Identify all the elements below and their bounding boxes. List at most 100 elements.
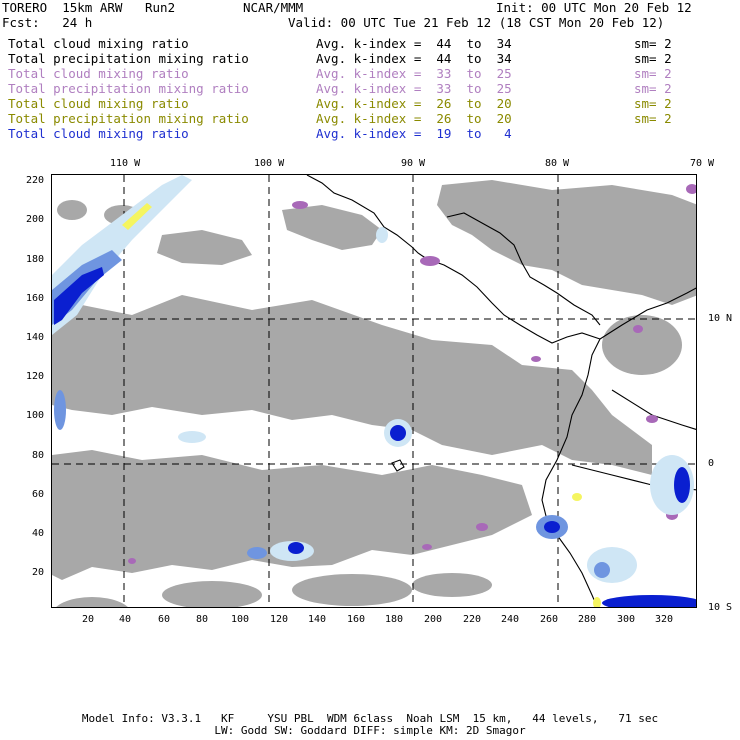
legend-smoothing: sm= 2 bbox=[634, 96, 672, 111]
x-tick-label: 20 bbox=[82, 614, 95, 625]
blue-precip bbox=[52, 175, 696, 607]
precip-band bbox=[54, 267, 104, 325]
lon-label: 80 W bbox=[545, 158, 570, 169]
lon-label: 100 W bbox=[254, 158, 285, 169]
precip-cell bbox=[572, 493, 582, 501]
legend-field: Total cloud mixing ratio bbox=[8, 36, 189, 51]
legend-row: Total precipitation mixing ratio Avg. k-… bbox=[0, 52, 740, 66]
south-america-coast bbox=[541, 338, 601, 607]
cloud-area bbox=[157, 230, 252, 265]
valid-time: Valid: 00 UTC Tue 21 Feb 12 (18 CST Mon … bbox=[288, 15, 665, 30]
x-tick-label: 260 bbox=[540, 614, 559, 625]
precip-cell bbox=[178, 431, 206, 443]
x-tick-label: 200 bbox=[424, 614, 443, 625]
galapagos-coast bbox=[391, 459, 405, 472]
precip-cell bbox=[422, 544, 432, 550]
precip-band bbox=[122, 203, 152, 230]
x-tick-label: 320 bbox=[655, 614, 674, 625]
precip-cell bbox=[593, 597, 601, 607]
precip-cell bbox=[633, 325, 643, 333]
lon-label: 70 W bbox=[690, 158, 715, 169]
legend-row: Total cloud mixing ratio Avg. k-index = … bbox=[0, 97, 740, 111]
y-tick-label: 20 bbox=[32, 567, 45, 578]
y-tick-label: 220 bbox=[26, 175, 45, 186]
x-tick-label: 80 bbox=[196, 614, 209, 625]
legend-row: Total precipitation mixing ratio Avg. k-… bbox=[0, 112, 740, 126]
legend-field: Total cloud mixing ratio bbox=[8, 96, 189, 111]
precip-cell bbox=[531, 356, 541, 362]
y-tick-label: 40 bbox=[32, 528, 45, 539]
precip-band bbox=[52, 175, 192, 335]
x-tick-label: 280 bbox=[578, 614, 597, 625]
y-tick-label: 100 bbox=[26, 410, 45, 421]
andes-border bbox=[611, 389, 696, 430]
legend-row: Total cloud mixing ratio Avg. k-index = … bbox=[0, 37, 740, 51]
legend-kindex: Avg. k-index = 44 to 34 bbox=[316, 51, 512, 66]
cloud-area bbox=[52, 450, 532, 580]
precip-cell bbox=[292, 201, 308, 209]
legend-kindex: Avg. k-index = 44 to 34 bbox=[316, 36, 512, 51]
cloud-area bbox=[292, 574, 412, 606]
cloud-fields-gray bbox=[52, 180, 696, 607]
x-tick-label: 300 bbox=[617, 614, 636, 625]
cloud-area bbox=[522, 405, 582, 445]
precip-cell bbox=[288, 542, 304, 554]
mexico-coast bbox=[306, 175, 428, 260]
y-tick-label: 80 bbox=[32, 450, 45, 461]
x-tick-label: 160 bbox=[347, 614, 366, 625]
precip-cell bbox=[420, 256, 440, 266]
legend-kindex: Avg. k-index = 33 to 25 bbox=[316, 66, 512, 81]
legend-smoothing: sm= 2 bbox=[634, 111, 672, 126]
precip-cell bbox=[686, 184, 696, 194]
legend-kindex: Avg. k-index = 19 to 4 bbox=[316, 126, 512, 141]
y-tick-label: 200 bbox=[26, 214, 45, 225]
legend-field: Total precipitation mixing ratio bbox=[8, 51, 249, 66]
legend-smoothing: sm= 2 bbox=[634, 51, 672, 66]
x-tick-label: 100 bbox=[231, 614, 250, 625]
y-tick-label: 120 bbox=[26, 371, 45, 382]
legend-smoothing: sm= 2 bbox=[634, 81, 672, 96]
y-tick-label: 160 bbox=[26, 293, 45, 304]
y-tick-label: 60 bbox=[32, 489, 45, 500]
precip-cell bbox=[390, 425, 406, 441]
cloud-area bbox=[57, 200, 87, 220]
precip-cell bbox=[476, 523, 488, 531]
cloud-area bbox=[437, 180, 696, 305]
precip-cell bbox=[674, 467, 690, 503]
legend-kindex: Avg. k-index = 33 to 25 bbox=[316, 81, 512, 96]
x-tick-label: 240 bbox=[501, 614, 520, 625]
lat-label: 0 bbox=[708, 458, 715, 469]
y-tick-label: 180 bbox=[26, 254, 45, 265]
south-america-north-coast bbox=[599, 287, 696, 340]
physics-info-line: LW: Godd SW: Goddard DIFF: simple KM: 2D… bbox=[214, 724, 526, 737]
init-time: Init: 00 UTC Mon 20 Feb 12 bbox=[496, 0, 692, 15]
lon-label: 110 W bbox=[110, 158, 141, 169]
legend-field: Total cloud mixing ratio bbox=[8, 66, 189, 81]
precip-cell bbox=[602, 595, 696, 607]
legend-field: Total precipitation mixing ratio bbox=[8, 111, 249, 126]
lon-label: 90 W bbox=[401, 158, 426, 169]
cloud-area bbox=[412, 573, 492, 597]
precip-cell bbox=[544, 521, 560, 533]
x-tick-label: 40 bbox=[119, 614, 132, 625]
x-tick-label: 220 bbox=[463, 614, 482, 625]
cloud-area bbox=[162, 581, 262, 607]
x-tick-label: 140 bbox=[308, 614, 327, 625]
precip-cell bbox=[594, 562, 610, 578]
x-tick-label: 120 bbox=[270, 614, 289, 625]
map-panel bbox=[51, 174, 697, 608]
precip-cell bbox=[128, 558, 136, 564]
model-info-line: Model Info: V3.3.1 KF YSU PBL WDM 6class… bbox=[81, 712, 659, 725]
lat-label: 10 S bbox=[708, 602, 733, 613]
model-title: TORERO 15km ARW Run2 bbox=[2, 0, 176, 15]
legend-field: Total cloud mixing ratio bbox=[8, 126, 189, 141]
precip-cell bbox=[247, 547, 267, 559]
legend-kindex: Avg. k-index = 26 to 20 bbox=[316, 111, 512, 126]
x-tick-label: 180 bbox=[385, 614, 404, 625]
forecast-map bbox=[52, 175, 696, 607]
precip-cell bbox=[646, 415, 658, 423]
cloud-area bbox=[52, 295, 652, 475]
lat-label: 10 N bbox=[708, 313, 733, 324]
legend-row: Total cloud mixing ratio Avg. k-index = … bbox=[0, 67, 740, 81]
legend-row: Total precipitation mixing ratio Avg. k-… bbox=[0, 82, 740, 96]
